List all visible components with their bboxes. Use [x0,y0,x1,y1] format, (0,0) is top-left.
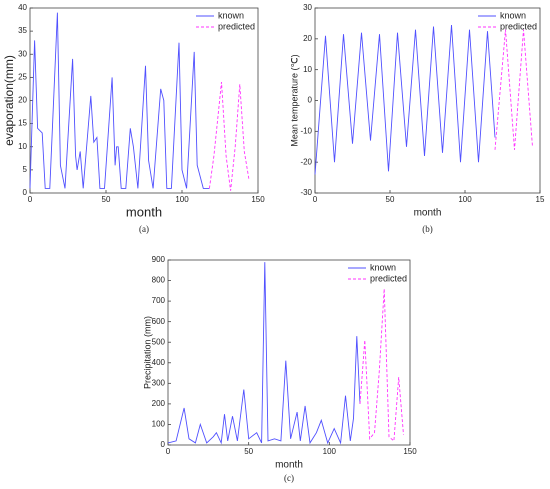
plot-area [29,7,259,194]
legend-label: known [218,10,244,20]
x-tick-label: 50 [244,447,253,456]
y-tick-label: 40 [18,3,27,12]
caption: (a) [139,224,149,234]
y-tick-label: 20 [303,34,312,43]
x-tick-label: 0 [166,447,171,456]
y-tick-label: 35 [18,26,27,35]
x-axis-label: month [275,460,303,471]
y-tick-label: -10 [300,126,312,135]
y-tick-label: 0 [308,96,313,105]
data-line [494,29,533,150]
legend-label: predicted [370,273,407,283]
x-tick-label: 150 [403,447,417,456]
y-tick-label: 0 [161,440,166,449]
data-line [29,12,210,189]
data-line [208,81,250,191]
data-line [314,24,496,175]
legend-label: known [370,262,396,272]
x-axis-label: month [126,204,162,219]
y-tick-label: -20 [300,157,312,166]
y-axis-label: evaporation(mm) [2,55,16,146]
y-tick-label: 30 [303,3,312,12]
x-tick-label: 150 [251,195,265,204]
plot-area [314,7,541,194]
y-tick-label: 600 [152,317,166,326]
legend-label: known [500,10,526,20]
x-tick-label: 100 [175,195,189,204]
y-tick-label: 10 [303,65,312,74]
caption: (b) [422,224,433,234]
x-tick-label: 50 [386,195,395,204]
x-tick-label: 15 [536,195,545,204]
y-axis-label: Mean temperature (℃) [289,54,299,146]
legend-label: predicted [500,21,537,31]
x-tick-label: 100 [323,447,337,456]
y-tick-label: 400 [152,358,166,367]
y-tick-label: 800 [152,276,166,285]
y-axis-label: Precipitation (mm) [142,316,152,389]
x-tick-label: 100 [458,195,472,204]
y-tick-label: 200 [152,399,166,408]
x-tick-label: 0 [28,195,33,204]
x-axis-label: month [414,208,442,219]
y-tick-label: 20 [18,96,27,105]
y-tick-label: 700 [152,296,166,305]
data-line [359,288,404,442]
y-tick-label: 30 [18,49,27,58]
y-tick-label: 15 [18,119,27,128]
caption: (c) [284,473,294,483]
y-tick-label: 900 [152,255,166,264]
y-tick-label: 25 [18,72,27,81]
y-tick-label: 5 [23,165,28,174]
data-line [167,262,361,445]
y-tick-label: 100 [152,420,166,429]
x-tick-label: 0 [313,195,318,204]
y-tick-label: 300 [152,378,166,387]
y-tick-label: 0 [23,188,28,197]
y-tick-label: 500 [152,337,166,346]
y-tick-label: -30 [300,188,312,197]
y-tick-label: 10 [18,142,27,151]
legend-label: predicted [218,21,255,31]
x-tick-label: 50 [102,195,111,204]
